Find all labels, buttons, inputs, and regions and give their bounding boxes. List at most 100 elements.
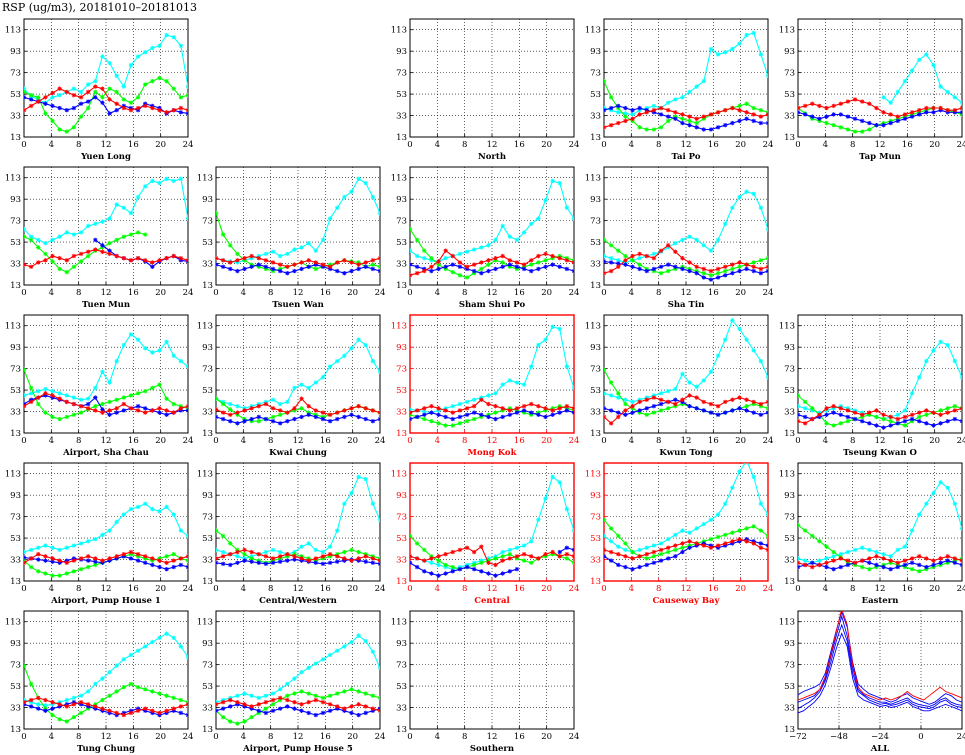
data-point [150, 350, 155, 355]
data-point [881, 95, 886, 100]
data-point [150, 385, 155, 391]
data-point [867, 101, 872, 106]
data-point [327, 412, 333, 417]
data-point [24, 89, 27, 95]
data-point [708, 127, 714, 132]
data-point [493, 403, 498, 409]
data-point [100, 676, 105, 681]
data-point [938, 421, 943, 426]
data-point [443, 562, 448, 568]
data-point [630, 112, 635, 117]
data-point [363, 638, 368, 644]
data-point [680, 541, 685, 546]
x-tick-label: 0 [213, 288, 218, 298]
data-point [121, 205, 127, 210]
data-point [235, 721, 240, 726]
x-tick-label: 24 [957, 732, 965, 742]
data-point [43, 258, 48, 263]
data-point [623, 397, 628, 402]
data-point [917, 419, 922, 424]
data-point [831, 123, 836, 128]
data-point [171, 353, 176, 358]
data-point [924, 501, 929, 506]
plot-area [798, 480, 962, 574]
data-point [895, 564, 901, 570]
data-point [959, 419, 962, 424]
data-point [888, 567, 893, 572]
y-tick-label: 13 [590, 133, 601, 143]
data-point [57, 234, 62, 239]
data-point [715, 237, 721, 243]
data-point [852, 97, 858, 102]
data-point [651, 127, 657, 132]
x-tick-label: 16 [514, 288, 525, 298]
data-point [694, 384, 699, 390]
data-point [694, 526, 699, 531]
data-point [306, 699, 311, 705]
data-point [924, 556, 929, 561]
data-point [959, 558, 962, 563]
data-point [342, 549, 347, 555]
data-point [867, 120, 872, 126]
data-point [28, 564, 34, 570]
data-point [608, 260, 614, 265]
data-point [881, 564, 886, 570]
data-point [737, 103, 742, 109]
data-point [845, 549, 851, 555]
data-point [178, 110, 184, 115]
data-point [107, 240, 112, 246]
data-point [185, 364, 188, 369]
plot-frame [215, 314, 381, 434]
data-point [945, 406, 950, 411]
data-point [604, 533, 607, 539]
data-point [758, 528, 764, 533]
data-point [658, 558, 664, 563]
data-point [810, 564, 815, 570]
data-point [277, 554, 283, 559]
data-point [831, 103, 836, 109]
x-tick-label: 24 [957, 140, 965, 150]
data-point [93, 89, 98, 95]
data-point [100, 558, 105, 563]
data-point [500, 382, 505, 387]
chart-title: Yuen Long [80, 152, 131, 162]
data-point [536, 556, 541, 561]
data-point [363, 691, 368, 696]
data-point [665, 536, 671, 542]
data-point [277, 262, 283, 267]
y-tick-label: 113 [585, 470, 601, 480]
data-point [723, 532, 728, 538]
x-tick-label: 12 [487, 732, 498, 742]
data-point [100, 532, 105, 538]
data-point [64, 399, 69, 405]
data-point [24, 227, 27, 232]
data-point [306, 541, 311, 546]
data-point [744, 262, 749, 267]
data-point [410, 227, 413, 232]
data-point [817, 103, 822, 109]
data-point [623, 547, 628, 553]
data-point [673, 110, 678, 115]
data-point [114, 253, 119, 259]
data-point [514, 545, 520, 550]
data-point [931, 423, 936, 428]
data-point [651, 103, 657, 109]
data-point [157, 410, 162, 415]
data-point [730, 105, 735, 111]
data-point [277, 687, 283, 692]
y-tick-label: 33 [396, 556, 407, 566]
data-point [604, 517, 607, 523]
data-point [370, 262, 376, 267]
data-point [143, 346, 148, 351]
data-point [93, 559, 98, 564]
data-point [135, 105, 141, 111]
x-tick-label: 0 [407, 584, 412, 594]
data-point [78, 397, 84, 402]
data-point [143, 258, 148, 263]
y-tick-label: 73 [10, 661, 21, 671]
data-point [701, 271, 707, 276]
data-point [810, 560, 815, 565]
data-point [623, 262, 628, 267]
data-point [765, 375, 768, 380]
x-tick-label: 8 [76, 732, 81, 742]
